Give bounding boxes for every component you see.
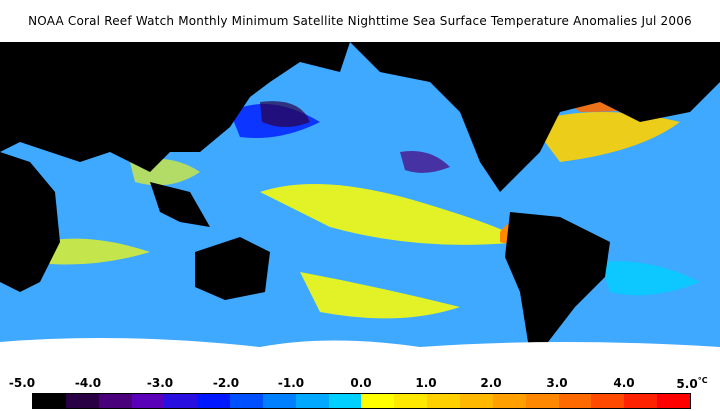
tick-label: 0.0 — [350, 376, 372, 390]
tick-label: -2.0 — [212, 376, 240, 390]
tick-label: 3.0 — [546, 376, 568, 390]
color-swatch — [657, 394, 690, 408]
color-swatch — [262, 394, 296, 408]
colorbar-ticks: -5.0 -4.0 -3.0 -2.0 -1.0 0.0 1.0 2.0 3.0… — [0, 376, 720, 392]
color-swatch — [164, 394, 198, 408]
color-scale-bar — [32, 393, 691, 409]
unit-label: °C — [697, 376, 708, 385]
color-swatch — [131, 394, 165, 408]
color-swatch — [427, 394, 460, 408]
color-swatch — [197, 394, 231, 408]
map-title: NOAA Coral Reef Watch Monthly Minimum Sa… — [28, 14, 692, 28]
north-america — [350, 42, 720, 192]
tick-label: 4.0 — [613, 376, 635, 390]
tick-label: 2.0 — [480, 376, 502, 390]
color-swatch — [230, 394, 263, 408]
southeast-asia — [150, 182, 210, 227]
australia — [195, 237, 270, 300]
tick-label: -4.0 — [74, 376, 102, 390]
color-swatch — [295, 394, 329, 408]
color-swatch — [98, 394, 132, 408]
color-swatch — [33, 394, 66, 408]
color-swatch — [459, 394, 493, 408]
tick-label-max: 5.0°C — [676, 376, 708, 391]
tick-label: 1.0 — [415, 376, 437, 390]
tick-label: -3.0 — [146, 376, 174, 390]
africa — [0, 152, 60, 292]
color-swatch — [558, 394, 592, 408]
tick-label: -1.0 — [277, 376, 305, 390]
color-swatch — [624, 394, 658, 408]
south-america — [505, 212, 610, 372]
tick-label: -5.0 — [8, 376, 36, 390]
color-swatch — [492, 394, 526, 408]
antarctic-ice — [0, 338, 720, 372]
color-swatch — [525, 394, 559, 408]
land-masses — [0, 42, 720, 372]
europe-asia — [0, 42, 350, 172]
color-swatch — [361, 394, 395, 408]
color-swatch — [65, 394, 99, 408]
color-swatch — [328, 394, 362, 408]
sst-anomaly-map — [0, 42, 720, 372]
color-swatch — [394, 394, 428, 408]
color-swatch — [591, 394, 625, 408]
